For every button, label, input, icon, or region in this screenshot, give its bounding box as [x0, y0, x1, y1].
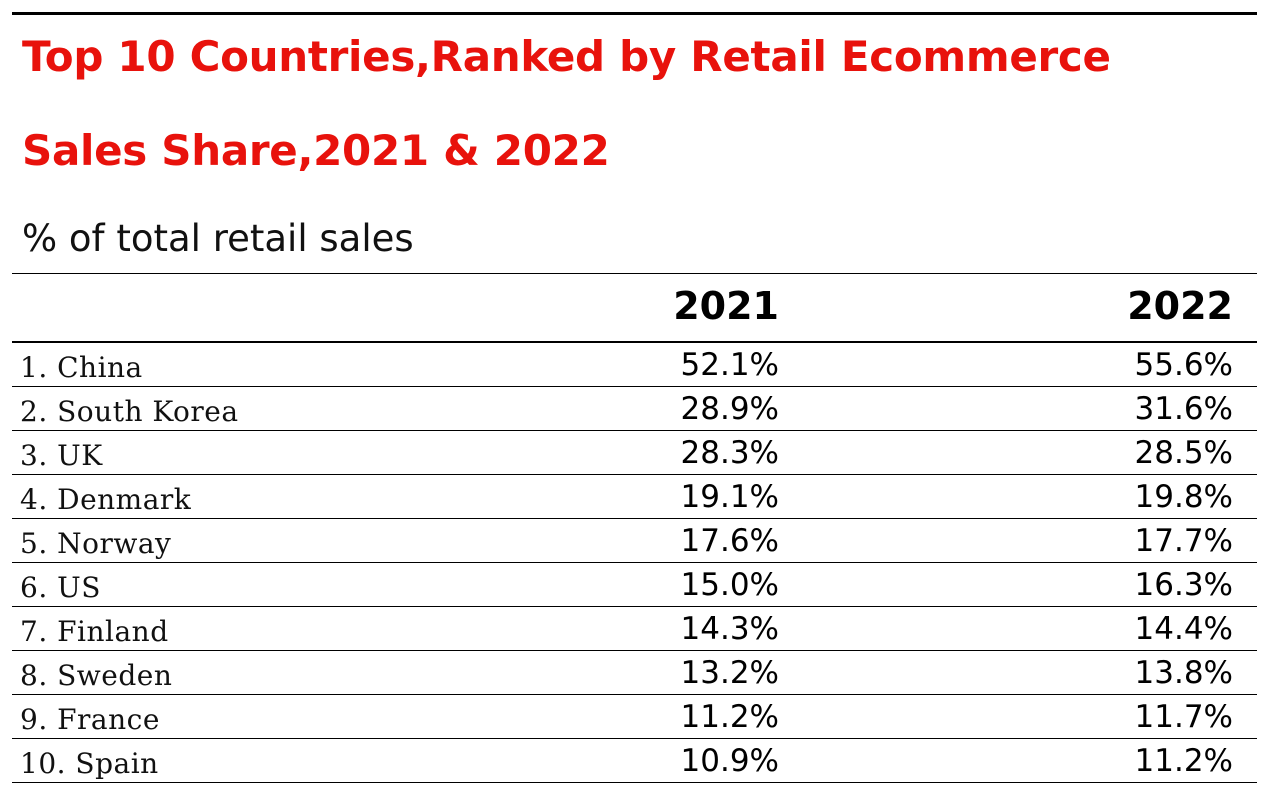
country-label: 9. France: [20, 703, 160, 736]
country-label: 5. Norway: [20, 527, 172, 560]
row-divider: [12, 430, 1257, 431]
row-divider: [12, 474, 1257, 475]
table-row: 4. Denmark 19.1% 19.8%: [12, 475, 1257, 518]
value-2021: 14.3%: [680, 611, 779, 647]
table-row: 9. France 11.2% 11.7%: [12, 695, 1257, 738]
value-2021: 52.1%: [680, 347, 779, 383]
chart-subtitle: % of total retail sales: [22, 217, 414, 260]
row-divider: [12, 606, 1257, 607]
country-label: 4. Denmark: [20, 483, 192, 516]
value-2021: 10.9%: [680, 743, 779, 779]
value-2022: 19.8%: [1134, 479, 1233, 515]
country-label: 7. Finland: [20, 615, 169, 648]
chart-title-line-1: Top 10 Countries,Ranked by Retail Ecomme…: [22, 32, 1111, 81]
country-label: 1. China: [20, 351, 143, 384]
value-2022: 13.8%: [1134, 655, 1233, 691]
row-divider: [12, 650, 1257, 651]
value-2021: 19.1%: [680, 479, 779, 515]
value-2021: 15.0%: [680, 567, 779, 603]
value-2022: 11.7%: [1134, 699, 1233, 735]
value-2022: 31.6%: [1134, 391, 1233, 427]
table-row: 2. South Korea 28.9% 31.6%: [12, 387, 1257, 430]
column-header-2022: 2022: [1127, 284, 1233, 328]
row-divider: [12, 782, 1257, 783]
row-divider: [12, 738, 1257, 739]
value-2021: 13.2%: [680, 655, 779, 691]
header-top-rule: [12, 273, 1257, 274]
row-divider: [12, 694, 1257, 695]
table-row: 3. UK 28.3% 28.5%: [12, 431, 1257, 474]
row-divider: [12, 562, 1257, 563]
ranking-table: 2021 2022 1. China 52.1% 55.6% 2. South Kor…: [12, 273, 1257, 783]
value-2021: 28.9%: [680, 391, 779, 427]
value-2022: 14.4%: [1134, 611, 1233, 647]
row-divider: [12, 386, 1257, 387]
table-row: 8. Sweden 13.2% 13.8%: [12, 651, 1257, 694]
country-label: 8. Sweden: [20, 659, 173, 692]
top-rule: [12, 12, 1257, 15]
table-row: 5. Norway 17.6% 17.7%: [12, 519, 1257, 562]
table-row: 6. US 15.0% 16.3%: [12, 563, 1257, 606]
value-2021: 11.2%: [680, 699, 779, 735]
table-header-row: 2021 2022: [12, 274, 1257, 341]
chart-title-line-2: Sales Share,2021 & 2022: [22, 126, 610, 175]
column-header-2021: 2021: [673, 284, 779, 328]
row-divider: [12, 518, 1257, 519]
table-body: 1. China 52.1% 55.6% 2. South Korea 28.9% 31.…: [12, 343, 1257, 783]
table-row: 1. China 52.1% 55.6%: [12, 343, 1257, 386]
value-2022: 17.7%: [1134, 523, 1233, 559]
value-2022: 16.3%: [1134, 567, 1233, 603]
country-label: 2. South Korea: [20, 395, 239, 428]
value-2022: 11.2%: [1134, 743, 1233, 779]
header-bottom-rule: [12, 341, 1257, 343]
value-2021: 17.6%: [680, 523, 779, 559]
country-label: 3. UK: [20, 439, 103, 472]
table-row: 10. Spain 10.9% 11.2%: [12, 739, 1257, 782]
value-2021: 28.3%: [680, 435, 779, 471]
country-label: 6. US: [20, 571, 101, 604]
country-label: 10. Spain: [20, 747, 159, 780]
value-2022: 55.6%: [1134, 347, 1233, 383]
table-row: 7. Finland 14.3% 14.4%: [12, 607, 1257, 650]
value-2022: 28.5%: [1134, 435, 1233, 471]
